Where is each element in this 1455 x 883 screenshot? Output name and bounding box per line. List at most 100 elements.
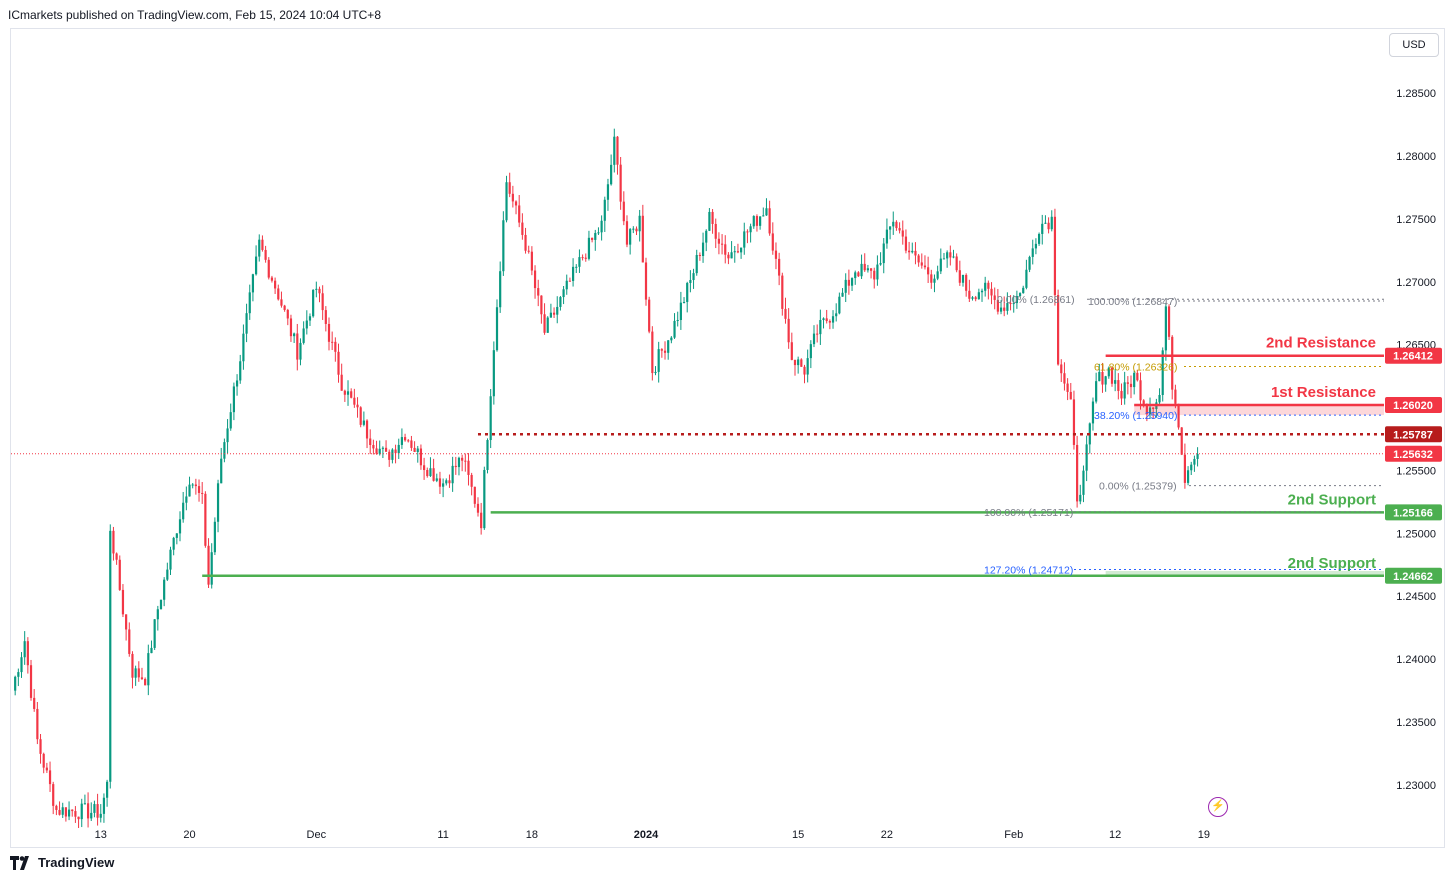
candle-body (876, 264, 879, 280)
candle-body (771, 233, 774, 251)
candle-body (990, 288, 993, 296)
candle-body (908, 250, 911, 253)
candle-body (619, 164, 622, 202)
candle-body (600, 220, 603, 233)
candle-body (911, 250, 914, 253)
currency-button[interactable]: USD (1389, 33, 1439, 57)
candle-body (1196, 454, 1199, 459)
candle-body (489, 396, 492, 441)
candle-body (134, 668, 137, 678)
candle-body (71, 809, 74, 812)
candle-body (625, 221, 629, 245)
fib-label: 100.00% (1.25171) (984, 507, 1073, 519)
candle-body (245, 313, 248, 334)
candle-body (258, 239, 261, 257)
candle-body (730, 252, 733, 259)
candle-body (429, 468, 432, 477)
candle-body (635, 228, 638, 232)
candle-body (375, 448, 378, 454)
candle-body (942, 258, 946, 260)
x-tick-label: 15 (792, 829, 804, 841)
candle-body (904, 236, 908, 251)
candle-body (346, 391, 350, 395)
candle-body (220, 458, 223, 484)
x-tick-label: 20 (183, 829, 195, 841)
candle-body (419, 448, 423, 466)
candle-body (530, 251, 533, 271)
candle-body (1044, 222, 1047, 224)
candle-body (90, 812, 93, 819)
candle-body (144, 678, 147, 686)
candle-body (201, 492, 204, 494)
candle-body (543, 314, 546, 333)
candle-body (261, 239, 264, 250)
candle-body (724, 244, 727, 255)
candle-body (495, 307, 499, 351)
x-tick-label: 13 (95, 829, 107, 841)
candle-body (1091, 401, 1095, 424)
candle-body (280, 299, 283, 306)
candle-body (803, 366, 806, 375)
chart-frame (10, 28, 1445, 848)
x-tick-label: Feb (1004, 829, 1023, 841)
x-tick-label: Dec (307, 829, 327, 841)
candle-body (676, 320, 679, 322)
y-tick-label: 1.23000 (1396, 780, 1436, 792)
candle-body (492, 350, 495, 397)
candle-body (137, 668, 140, 678)
candle-body (1186, 470, 1190, 483)
candle-body (1126, 382, 1129, 384)
candle-body (1095, 381, 1098, 402)
x-tick-label: 22 (881, 829, 893, 841)
candle-body (23, 641, 26, 658)
candle-body (644, 262, 648, 300)
candle-body (388, 451, 391, 460)
candle-body (42, 753, 45, 768)
candle-body (93, 804, 96, 813)
candle-body (169, 549, 172, 570)
candle-body (264, 249, 267, 260)
price-label-bg (1385, 504, 1442, 521)
candle-body (879, 263, 882, 265)
candle-body (432, 468, 435, 481)
candle-body (235, 380, 239, 387)
candle-body (451, 465, 454, 484)
candle-body (774, 250, 778, 259)
candle-body (736, 251, 740, 253)
level-label: 2nd Support (1288, 555, 1376, 572)
candle-body (835, 313, 838, 317)
candle-body (293, 333, 296, 337)
candle-body (809, 344, 812, 359)
candle-body (895, 221, 898, 229)
candle-body (1018, 293, 1022, 297)
candle-body (638, 215, 641, 232)
level-label: 2nd Support (1288, 491, 1376, 508)
candle-body (632, 228, 635, 230)
lightning-icon[interactable]: ⚡ (1208, 797, 1228, 817)
candle-body (575, 266, 578, 268)
candle-body (993, 295, 996, 300)
candle-body (1025, 269, 1028, 288)
candle-body (315, 288, 318, 290)
candle-body (606, 184, 610, 200)
candle-body (289, 318, 293, 337)
candle-body (1164, 306, 1167, 351)
price-label: 1.26412 (1393, 351, 1433, 363)
candle-body (591, 237, 594, 240)
candle-body (844, 279, 847, 293)
price-label: 1.25787 (1393, 429, 1433, 441)
candle-body (568, 280, 572, 282)
candle-body (743, 231, 746, 248)
candle-body (1082, 470, 1085, 495)
candle-body (698, 254, 701, 256)
candle-body (873, 270, 876, 280)
candle-body (565, 280, 568, 290)
candle-body (689, 280, 692, 283)
candle-body (115, 553, 118, 560)
candle-body (641, 215, 644, 263)
candle-body (958, 270, 961, 283)
candle-body (866, 268, 869, 271)
fib-label: 61.80% (1.26326) (1094, 362, 1177, 374)
candle-body (20, 657, 23, 673)
